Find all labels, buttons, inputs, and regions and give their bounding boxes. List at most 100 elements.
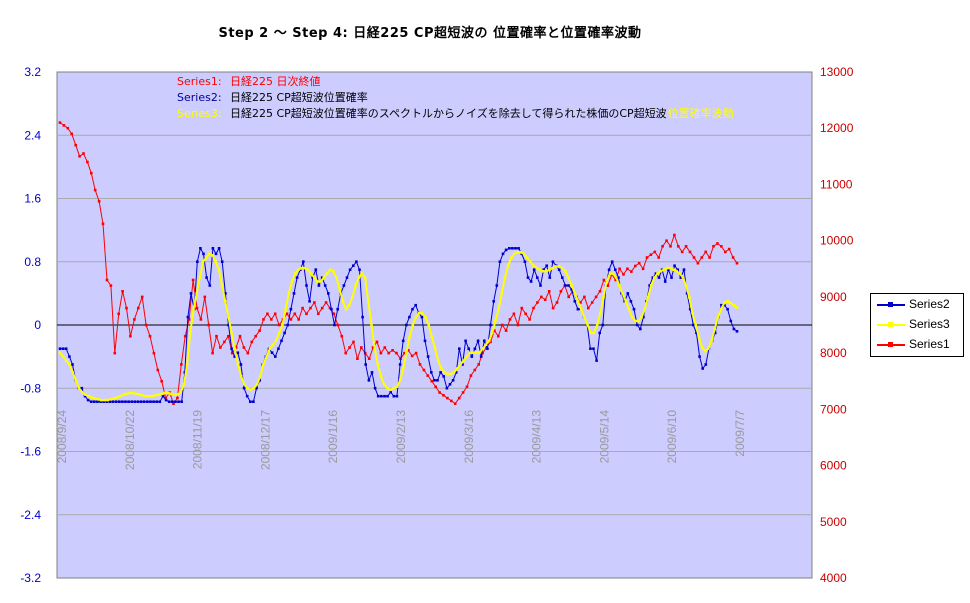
series2-point <box>576 307 580 311</box>
series2-point <box>333 323 336 327</box>
y-right-tick-label: 8000 <box>820 346 847 360</box>
series2-point <box>183 371 187 374</box>
series2-point <box>414 303 417 307</box>
series1-point <box>442 394 445 397</box>
series2-point <box>511 247 514 250</box>
series2-point <box>448 383 452 386</box>
series2-point <box>330 307 333 311</box>
series3-point <box>637 319 640 323</box>
series3-point <box>287 292 291 295</box>
series1-point <box>590 301 594 304</box>
series1-point <box>669 245 672 248</box>
annotation-prefix: Series1: <box>177 75 222 88</box>
series1-point <box>504 329 508 332</box>
series1-point <box>524 312 527 316</box>
series1-point <box>622 273 625 276</box>
series3-point <box>462 359 465 362</box>
series3-point <box>214 260 217 263</box>
series3-point <box>150 394 154 398</box>
series1-point <box>199 318 203 321</box>
y-axis-right: 13000 12000 11000 10000 9000 8000 7000 6000 5000… <box>820 65 854 585</box>
series3-point <box>189 331 192 335</box>
legend: Series2 Series3 Series1 <box>870 293 964 357</box>
series3-point <box>274 339 278 343</box>
series2-point <box>352 264 355 267</box>
series3-point <box>672 268 675 271</box>
series1-point <box>410 354 414 358</box>
series2-point <box>401 339 405 343</box>
series3-point <box>211 254 214 257</box>
y-left-tick-label: -0.8 <box>20 381 41 395</box>
series2-point <box>180 400 183 403</box>
series2-point <box>171 400 174 403</box>
series1-point <box>148 334 152 338</box>
series2-point <box>280 339 283 343</box>
series1-point <box>735 261 739 265</box>
series2-point <box>124 400 127 403</box>
series3-point <box>560 266 564 270</box>
series2-point <box>726 307 729 311</box>
series3-point <box>93 397 97 400</box>
series1-point <box>536 301 539 304</box>
series1-point <box>246 351 250 355</box>
series2-point <box>211 247 215 250</box>
series2-point <box>348 268 352 271</box>
series3-point <box>227 315 230 319</box>
series3-point <box>580 307 583 311</box>
series3-point <box>640 315 643 319</box>
series3-point <box>141 394 144 397</box>
series1-point <box>716 242 719 245</box>
series3-point <box>551 266 554 270</box>
series1-point <box>313 301 316 304</box>
series2-point <box>283 331 286 335</box>
series3-point <box>554 265 558 268</box>
series1-point <box>653 250 657 254</box>
series2-point <box>230 347 233 350</box>
series2-point <box>564 284 567 287</box>
series3-point <box>465 355 469 358</box>
series2-point <box>89 400 93 403</box>
series3-point <box>700 345 704 349</box>
series2-point <box>93 400 96 403</box>
series3-point <box>239 375 243 378</box>
series2-point <box>224 292 227 295</box>
series3-point <box>122 393 125 396</box>
y-left-tick-label: 3.2 <box>24 65 41 79</box>
series3-point <box>719 307 723 311</box>
series2-point <box>202 252 205 256</box>
series3-point <box>417 311 421 315</box>
series1-point <box>62 124 66 127</box>
series3-point <box>735 306 739 309</box>
y-right-tick-label: 12000 <box>820 121 854 135</box>
series1-point <box>606 284 610 287</box>
series-series3 <box>58 251 739 402</box>
series2-point <box>320 276 324 279</box>
series3-point <box>656 272 659 275</box>
series2-point <box>342 284 346 287</box>
y-right-tick-label: 6000 <box>820 459 847 473</box>
series3-point <box>516 251 519 254</box>
series3-point <box>290 280 294 283</box>
series2-point <box>86 398 90 402</box>
series3-point <box>710 339 713 343</box>
series3-point <box>332 269 335 273</box>
series3-point <box>510 256 513 260</box>
series2-point <box>217 247 221 250</box>
series3-point <box>341 300 345 303</box>
series2-point <box>470 355 474 358</box>
series3-point <box>163 391 167 395</box>
x-tick-label: 2008/9/24 <box>55 410 69 464</box>
series1-point <box>211 351 214 355</box>
series1-point <box>489 340 492 344</box>
series1-point <box>559 290 563 293</box>
series3-point <box>166 391 170 395</box>
series2-point <box>723 303 726 307</box>
series2-point <box>682 268 686 271</box>
series3-point <box>583 315 586 319</box>
series1-point <box>618 267 621 271</box>
series2-point <box>529 280 533 283</box>
series2-point <box>607 268 611 271</box>
y-right-tick-label: 11000 <box>820 177 853 191</box>
series1-point <box>547 290 551 293</box>
legend-item-series1: Series1 <box>875 336 963 354</box>
